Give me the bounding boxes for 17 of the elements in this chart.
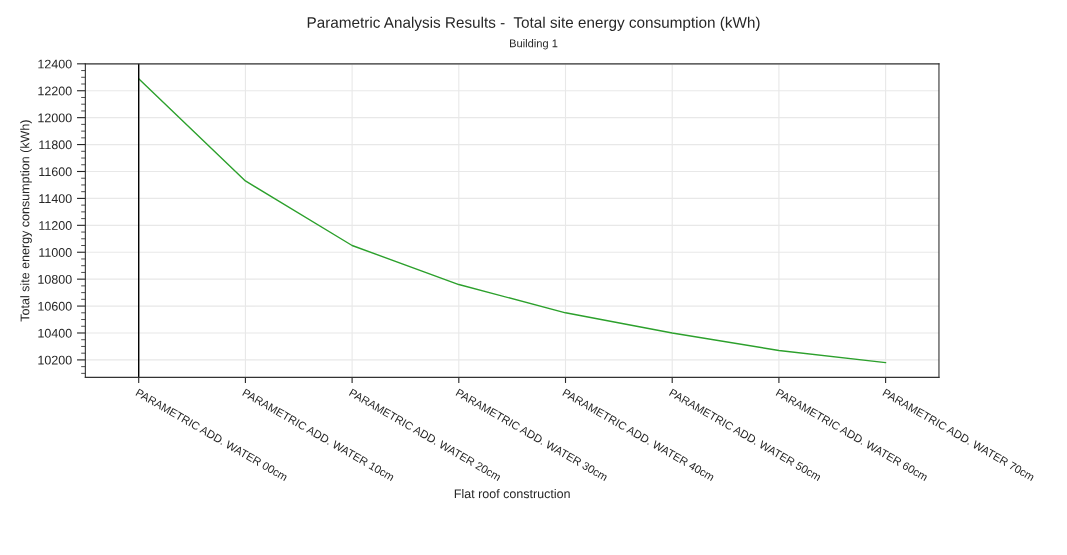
y-axis-title: Total site energy consumption (kWh): [20, 120, 32, 322]
chart-title: Parametric Analysis Results - Total site energy consumption (kWh): [307, 16, 760, 31]
y-tick-label: 12400: [38, 59, 72, 69]
y-tick-label: 11200: [39, 221, 72, 230]
y-tick-label: 12200: [38, 86, 72, 96]
y-tick-label: 11800: [39, 140, 72, 150]
y-tick-label: 12000: [38, 113, 72, 123]
y-tick-label: 10200: [38, 355, 72, 365]
y-tick-label: 10400: [38, 328, 72, 338]
x-axis-title: Flat roof construction: [454, 488, 570, 499]
line-series: [138, 77, 887, 364]
chart-subtitle: Building 1: [510, 39, 558, 50]
y-tick-label: 10600: [38, 301, 72, 311]
y-tick-label: 11400: [39, 194, 72, 204]
y-tick-label: 10800: [38, 274, 72, 284]
y-tick-label: 11000: [39, 248, 72, 257]
y-tick-label: 11600: [39, 167, 72, 177]
